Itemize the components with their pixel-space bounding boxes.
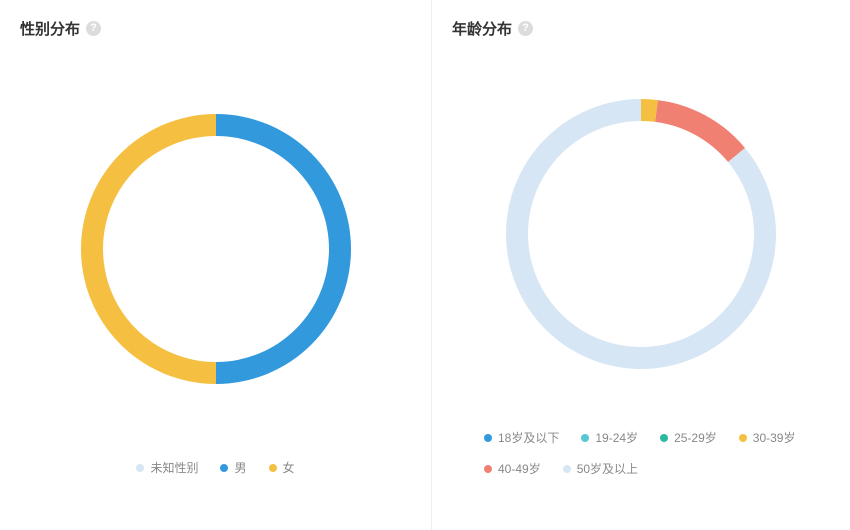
age-legend: 18岁及以下 19-24岁 25-29岁 30-39岁 40-49岁 50岁及以上 bbox=[452, 429, 830, 477]
donut-slice bbox=[216, 114, 351, 384]
age-panel-title: 年龄分布 bbox=[452, 18, 512, 39]
gender-chart-wrap bbox=[20, 39, 411, 459]
donut-slice bbox=[655, 100, 745, 162]
legend-label: 25-29岁 bbox=[674, 429, 717, 446]
legend-swatch bbox=[220, 464, 228, 472]
donut-slice bbox=[81, 114, 216, 384]
legend-label: 女 bbox=[283, 459, 295, 476]
legend-label: 19-24岁 bbox=[595, 429, 638, 446]
gender-panel-title-row: 性别分布 ? bbox=[20, 18, 411, 39]
legend-item[interactable]: 25-29岁 bbox=[660, 429, 717, 446]
gender-legend: 未知性别 男 女 bbox=[20, 459, 411, 476]
legend-item[interactable]: 18岁及以下 bbox=[484, 429, 559, 446]
legend-swatch bbox=[136, 464, 144, 472]
help-icon[interactable]: ? bbox=[86, 21, 101, 36]
gender-panel-title: 性别分布 bbox=[20, 18, 80, 39]
legend-swatch bbox=[563, 465, 571, 473]
donut-slice bbox=[641, 99, 658, 122]
legend-item[interactable]: 40-49岁 bbox=[484, 460, 541, 477]
age-panel: 年龄分布 ? 18岁及以下 19-24岁 25-29岁 30-39岁 40-49岁 50岁… bbox=[432, 0, 850, 530]
gender-donut-chart bbox=[66, 99, 366, 399]
legend-label: 18岁及以下 bbox=[498, 429, 559, 446]
legend-swatch bbox=[660, 434, 668, 442]
dashboard-container: 性别分布 ? 未知性别 男 女 年龄分布 ? 18岁及以下 19-24岁 25-29岁 3… bbox=[0, 0, 850, 530]
legend-label: 50岁及以上 bbox=[577, 460, 638, 477]
legend-label: 30-39岁 bbox=[753, 429, 796, 446]
age-donut-chart bbox=[491, 84, 791, 384]
legend-item[interactable]: 50岁及以上 bbox=[563, 460, 638, 477]
age-chart-wrap bbox=[452, 39, 830, 429]
legend-swatch bbox=[739, 434, 747, 442]
legend-item[interactable]: 未知性别 bbox=[136, 459, 198, 476]
legend-swatch bbox=[484, 434, 492, 442]
help-icon[interactable]: ? bbox=[518, 21, 533, 36]
legend-label: 未知性别 bbox=[150, 459, 198, 476]
legend-swatch bbox=[581, 434, 589, 442]
legend-item[interactable]: 19-24岁 bbox=[581, 429, 638, 446]
legend-item[interactable]: 30-39岁 bbox=[739, 429, 796, 446]
legend-swatch bbox=[484, 465, 492, 473]
legend-label: 40-49岁 bbox=[498, 460, 541, 477]
legend-item[interactable]: 女 bbox=[269, 459, 295, 476]
age-panel-title-row: 年龄分布 ? bbox=[452, 18, 830, 39]
gender-panel: 性别分布 ? 未知性别 男 女 bbox=[0, 0, 432, 530]
legend-item[interactable]: 男 bbox=[220, 459, 246, 476]
legend-swatch bbox=[269, 464, 277, 472]
legend-label: 男 bbox=[234, 459, 246, 476]
